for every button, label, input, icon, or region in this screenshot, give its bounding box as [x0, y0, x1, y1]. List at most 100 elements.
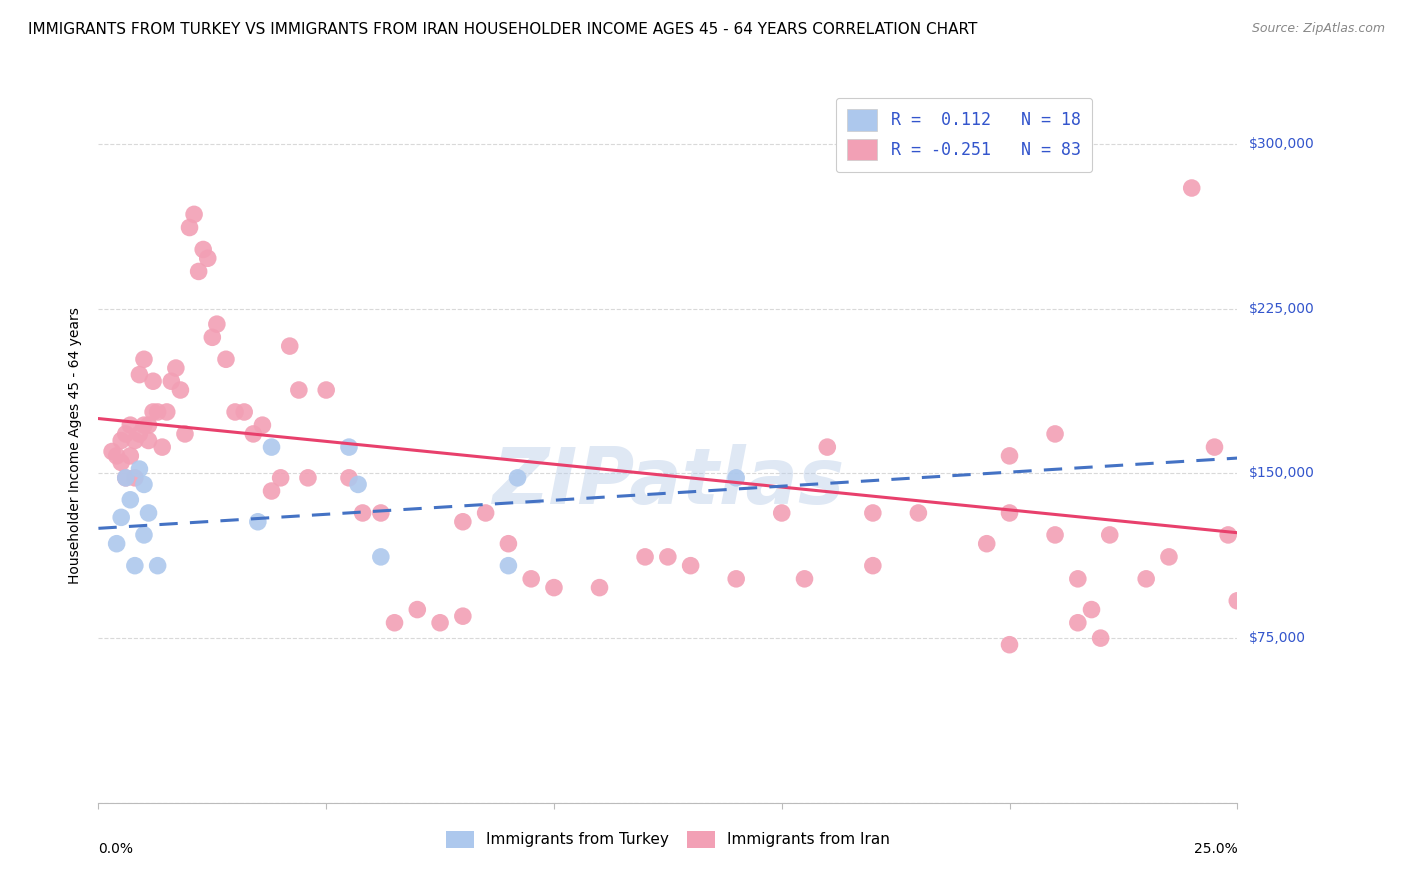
Point	[384, 615, 406, 630]
Point	[252, 418, 274, 433]
Point	[132, 477, 155, 491]
Point	[183, 207, 205, 221]
Point	[174, 426, 197, 441]
Point	[520, 572, 543, 586]
Point	[156, 405, 179, 419]
Point	[370, 549, 392, 564]
Point	[998, 638, 1021, 652]
Point	[193, 243, 215, 257]
Point	[1090, 631, 1112, 645]
Point	[1218, 528, 1240, 542]
Point	[224, 405, 246, 419]
Point	[862, 506, 884, 520]
Point	[142, 405, 165, 419]
Point	[352, 506, 374, 520]
Point	[1226, 594, 1249, 608]
Point	[233, 405, 256, 419]
Point	[114, 426, 136, 441]
Point	[429, 615, 451, 630]
Point	[1080, 602, 1102, 616]
Point	[815, 440, 838, 454]
Point	[165, 361, 187, 376]
Point	[110, 455, 132, 469]
Text: Source: ZipAtlas.com: Source: ZipAtlas.com	[1251, 22, 1385, 36]
Point	[138, 506, 160, 520]
Point	[120, 449, 142, 463]
Point	[150, 440, 173, 454]
Text: $225,000: $225,000	[1249, 301, 1315, 316]
Text: IMMIGRANTS FROM TURKEY VS IMMIGRANTS FROM IRAN HOUSEHOLDER INCOME AGES 45 - 64 Y: IMMIGRANTS FROM TURKEY VS IMMIGRANTS FRO…	[28, 22, 977, 37]
Point	[138, 418, 160, 433]
Point	[1043, 426, 1066, 441]
Point	[337, 471, 360, 485]
Point	[337, 440, 360, 454]
Point	[215, 352, 238, 367]
Text: $300,000: $300,000	[1249, 137, 1315, 151]
Legend: Immigrants from Turkey, Immigrants from Iran: Immigrants from Turkey, Immigrants from …	[439, 823, 897, 855]
Point	[101, 444, 124, 458]
Point	[128, 368, 150, 382]
Point	[862, 558, 884, 573]
Point	[1043, 528, 1066, 542]
Point	[347, 477, 370, 491]
Point	[120, 492, 142, 507]
Point	[793, 572, 815, 586]
Point	[1067, 615, 1090, 630]
Point	[634, 549, 657, 564]
Point	[146, 405, 169, 419]
Point	[998, 449, 1021, 463]
Point	[297, 471, 319, 485]
Point	[498, 537, 520, 551]
Point	[187, 264, 209, 278]
Text: $150,000: $150,000	[1249, 467, 1315, 481]
Point	[498, 558, 520, 573]
Point	[406, 602, 429, 616]
Point	[1135, 572, 1157, 586]
Point	[278, 339, 301, 353]
Point	[998, 506, 1021, 520]
Point	[179, 220, 201, 235]
Point	[132, 528, 155, 542]
Point	[260, 440, 283, 454]
Point	[315, 383, 337, 397]
Text: $75,000: $75,000	[1249, 632, 1305, 645]
Point	[105, 449, 128, 463]
Point	[160, 374, 183, 388]
Point	[114, 471, 136, 485]
Text: ZIPatlas: ZIPatlas	[492, 443, 844, 520]
Point	[657, 549, 679, 564]
Point	[105, 537, 128, 551]
Point	[725, 471, 748, 485]
Point	[506, 471, 529, 485]
Point	[201, 330, 224, 344]
Point	[976, 537, 998, 551]
Point	[120, 418, 142, 433]
Point	[1098, 528, 1121, 542]
Point	[110, 510, 132, 524]
Point	[124, 434, 146, 448]
Point	[288, 383, 311, 397]
Point	[1067, 572, 1090, 586]
Point	[543, 581, 565, 595]
Point	[242, 426, 264, 441]
Point	[770, 506, 793, 520]
Point	[1181, 181, 1204, 195]
Point	[1157, 549, 1180, 564]
Point	[197, 252, 219, 266]
Point	[370, 506, 392, 520]
Point	[1204, 440, 1226, 454]
Point	[128, 462, 150, 476]
Point	[169, 383, 191, 397]
Y-axis label: Householder Income Ages 45 - 64 years: Householder Income Ages 45 - 64 years	[69, 308, 83, 584]
Point	[146, 558, 169, 573]
Point	[679, 558, 702, 573]
Point	[128, 426, 150, 441]
Point	[588, 581, 610, 595]
Point	[132, 352, 155, 367]
Text: 25.0%: 25.0%	[1194, 842, 1237, 856]
Point	[451, 515, 474, 529]
Point	[110, 434, 132, 448]
Point	[725, 572, 748, 586]
Point	[132, 418, 155, 433]
Point	[114, 471, 136, 485]
